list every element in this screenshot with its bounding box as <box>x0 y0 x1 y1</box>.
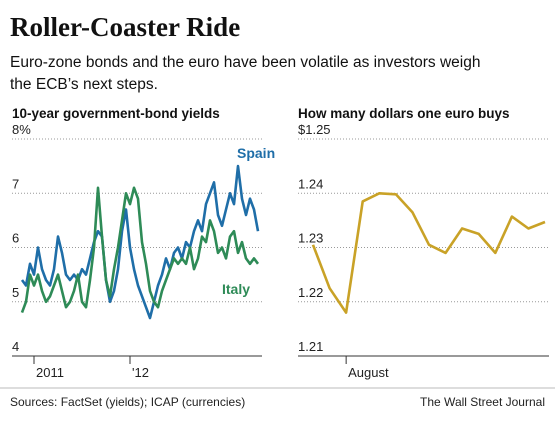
y-tick-label: 1.22 <box>298 285 323 300</box>
y-tick-label: $1.25 <box>298 122 331 137</box>
x-tick-label: August <box>348 365 389 380</box>
chart-title: 10-year government-bond yields <box>12 106 220 121</box>
series-line <box>20 164 260 320</box>
x-tick-label: 2011 <box>36 365 64 380</box>
y-tick-label: 7 <box>12 176 19 191</box>
title: Roller-Coaster Ride <box>10 12 240 42</box>
y-tick-label: 1.24 <box>298 176 323 191</box>
y-tick-label: 1.21 <box>298 339 323 354</box>
y-tick-label: 8% <box>12 122 31 137</box>
series-label: Spain <box>237 145 275 161</box>
source: Sources: FactSet (yields); ICAP (currenc… <box>10 395 245 409</box>
series-line <box>20 186 260 314</box>
series-label: Italy <box>222 281 250 297</box>
y-tick-label: 4 <box>12 339 19 354</box>
credit: The Wall Street Journal <box>420 395 545 409</box>
subtitle: the ECB’s next steps. <box>10 76 158 93</box>
y-tick-label: 1.23 <box>298 231 323 246</box>
x-tick-label: '12 <box>132 365 149 380</box>
y-tick-label: 6 <box>12 231 19 246</box>
subtitle: Euro-zone bonds and the euro have been v… <box>10 54 480 71</box>
y-tick-label: 5 <box>12 285 19 300</box>
chart-title: How many dollars one euro buys <box>298 106 510 121</box>
series-line <box>311 192 546 314</box>
